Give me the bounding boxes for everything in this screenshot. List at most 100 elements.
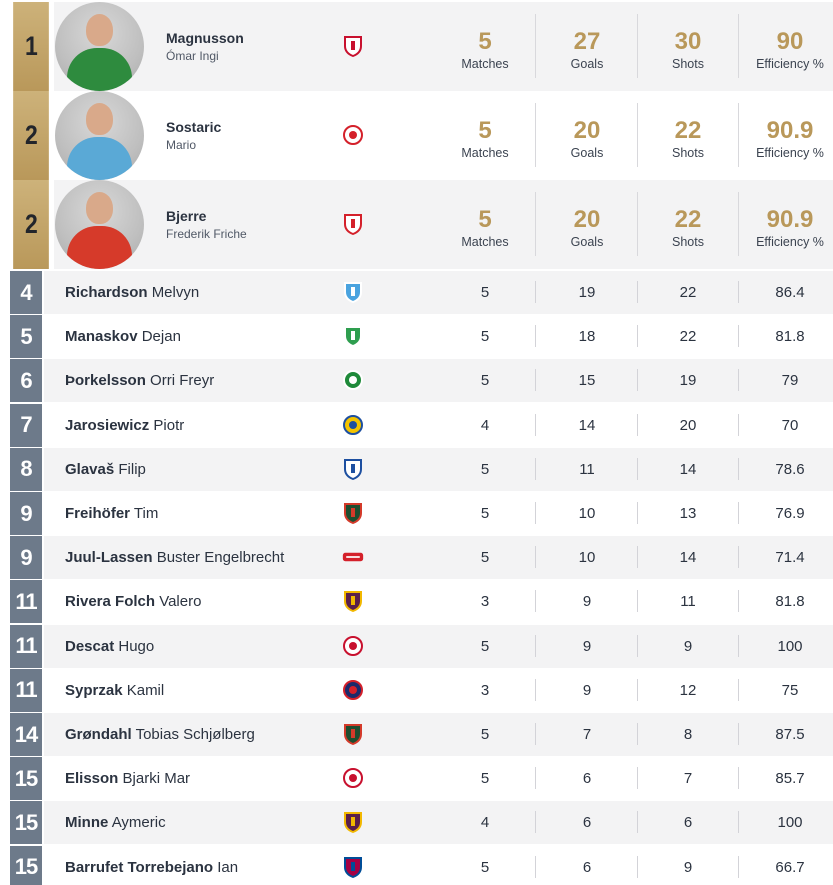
player-row[interactable]: 9 Juul-Lassen Buster Engelbrecht 5 10 14 71.4 — [0, 536, 833, 580]
stat-goals: 15 — [578, 372, 596, 390]
column-divider — [637, 325, 638, 348]
player-name[interactable]: Sostaric Mario — [166, 119, 221, 152]
top-player-row[interactable]: 2 Bjerre Frederik Friche 5 Matches 20 Goals 22 S… — [0, 180, 833, 269]
player-row[interactable]: 4 Richardson Melvyn 5 19 22 86.4 — [0, 271, 833, 314]
player-row[interactable]: 15 Barrufet Torrebejano Ian 5 6 9 66.7 — [0, 845, 833, 885]
player-name[interactable]: Elisson Bjarki Mar — [65, 770, 190, 787]
aalborg-wordmark-icon — [342, 546, 364, 568]
player-first-name: Filip — [118, 460, 146, 478]
stat-label: Shots — [672, 57, 704, 71]
player-row[interactable]: 11 Descat Hugo 5 9 9 100 — [0, 624, 833, 668]
stat-value: 90.9 — [766, 117, 814, 144]
stat-goals: 9 — [582, 593, 592, 611]
player-name[interactable]: Glavaš Filip — [65, 461, 146, 478]
stat-label: Shots — [672, 146, 704, 160]
stat-efficiency: 90 Efficiency % — [742, 30, 833, 72]
player-first-name: Piotr — [153, 416, 185, 434]
stat-goals: 20 Goals — [539, 208, 635, 250]
player-name[interactable]: Freihöfer Tim — [65, 505, 158, 522]
stat-goals: 20 Goals — [539, 119, 635, 161]
player-name[interactable]: Barrufet Torrebejano Ian — [65, 859, 238, 876]
player-photo — [55, 180, 144, 269]
stat-shots: 9 — [683, 858, 693, 876]
player-first-name: Melvyn — [151, 284, 200, 301]
player-row-body: Þorkelsson Orri Freyr 5 15 19 79 — [44, 359, 833, 403]
stat-shots: 7 — [683, 770, 693, 788]
stat-efficiency: 75 — [781, 681, 799, 699]
column-divider — [738, 281, 739, 303]
sc-magdeburg-crest-icon — [342, 35, 364, 57]
pelister-green-crest-icon — [342, 325, 364, 348]
player-row[interactable]: 11 Syprzak Kamil 3 9 12 75 — [0, 668, 833, 712]
stat-value: 22 — [674, 206, 702, 233]
player-name[interactable]: Bjerre Frederik Friche — [166, 208, 247, 241]
player-row[interactable]: 11 Rivera Folch Valero 3 9 11 81.8 — [0, 580, 833, 624]
rank-badge: 6 — [10, 359, 42, 403]
top-player-row[interactable]: 1 Magnusson Ómar Ingi 5 Matches 27 Goals 30 Shot… — [0, 2, 833, 91]
column-divider — [535, 413, 536, 436]
player-row[interactable]: 15 Elisson Bjarki Mar 5 6 7 85.7 — [0, 757, 833, 801]
player-row[interactable]: 8 Glavaš Filip 5 11 14 78.6 — [0, 447, 833, 491]
player-name[interactable]: Minne Aymeric — [65, 814, 166, 831]
column-divider — [535, 457, 536, 480]
player-row[interactable]: 5 Manaskov Dejan 5 18 22 81.8 — [0, 315, 833, 359]
player-last-name: Rivera Folch — [65, 593, 156, 611]
column-divider — [738, 678, 739, 701]
player-first-name: Kamil — [126, 681, 165, 699]
player-name[interactable]: Descat Hugo — [65, 638, 154, 655]
column-divider — [738, 634, 739, 657]
player-first-name: Buster Engelbrecht — [156, 549, 285, 567]
player-name[interactable]: Grøndahl Tobias Schjølberg — [65, 726, 255, 743]
player-row-body: Descat Hugo 5 9 9 100 — [44, 624, 833, 668]
column-divider — [535, 634, 536, 657]
stat-goals: 6 — [582, 770, 592, 788]
column-divider — [535, 502, 536, 524]
stat-label: Goals — [570, 235, 604, 249]
stat-efficiency: 90.9 Efficiency % — [742, 117, 833, 161]
player-last-name: Grøndahl — [65, 726, 132, 743]
stat-matches: 4 — [480, 416, 490, 434]
stat-efficiency: 70 — [781, 416, 799, 434]
veszprem-crest-icon — [342, 767, 364, 789]
stat-matches: 3 — [480, 681, 490, 699]
stat-goals: 18 — [578, 328, 596, 346]
column-divider — [637, 369, 638, 392]
stat-label: Goals — [570, 57, 604, 71]
player-name[interactable]: Jarosiewicz Piotr — [65, 417, 184, 434]
hbc-nantes-crest-icon — [342, 811, 364, 834]
stat-label: Shots — [672, 235, 704, 249]
stat-shots: 9 — [683, 637, 693, 655]
player-name[interactable]: Rivera Folch Valero — [65, 593, 201, 610]
player-name[interactable]: Magnusson Ómar Ingi — [166, 30, 244, 63]
player-first-name: Aymeric — [111, 814, 166, 832]
stat-goals: 9 — [582, 637, 592, 655]
column-divider — [535, 767, 536, 790]
column-divider — [637, 855, 638, 878]
column-divider — [637, 590, 638, 613]
stat-efficiency: 79 — [781, 372, 799, 390]
stat-matches: 5 — [480, 549, 490, 567]
player-row[interactable]: 6 Þorkelsson Orri Freyr 5 15 19 79 — [0, 359, 833, 403]
stat-goals: 10 — [578, 549, 596, 567]
player-name[interactable]: Richardson Melvyn — [65, 284, 199, 301]
top-player-row[interactable]: 2 Sostaric Mario 5 Matches 20 Goals 22 Shots 90.9… — [0, 91, 833, 180]
stat-goals: 11 — [579, 460, 595, 478]
column-divider — [535, 281, 536, 303]
player-row[interactable]: 7 Jarosiewicz Piotr 4 14 20 70 — [0, 403, 833, 447]
player-name[interactable]: Syprzak Kamil — [65, 682, 164, 699]
player-first-name: Tobias Schjølberg — [135, 726, 255, 743]
column-divider — [637, 457, 638, 480]
player-first-name: Ian — [217, 858, 239, 876]
player-name[interactable]: Manaskov Dejan — [65, 328, 181, 345]
column-divider — [637, 192, 638, 256]
stat-goals: 19 — [578, 284, 596, 301]
player-last-name: Jarosiewicz — [65, 416, 150, 434]
player-name[interactable]: Juul-Lassen Buster Engelbrecht — [65, 549, 284, 566]
player-row[interactable]: 14 Grøndahl Tobias Schjølberg 5 7 8 87.5 — [0, 713, 833, 756]
column-divider — [535, 192, 536, 256]
player-name[interactable]: Þorkelsson Orri Freyr — [65, 372, 214, 389]
player-row[interactable]: 15 Minne Aymeric 4 6 6 100 — [0, 801, 833, 845]
player-card: Bjerre Frederik Friche 5 Matches 20 Goals 22 Sh… — [54, 180, 833, 269]
column-divider — [738, 325, 739, 348]
player-row[interactable]: 9 Freihöfer Tim 5 10 13 76.9 — [0, 492, 833, 535]
